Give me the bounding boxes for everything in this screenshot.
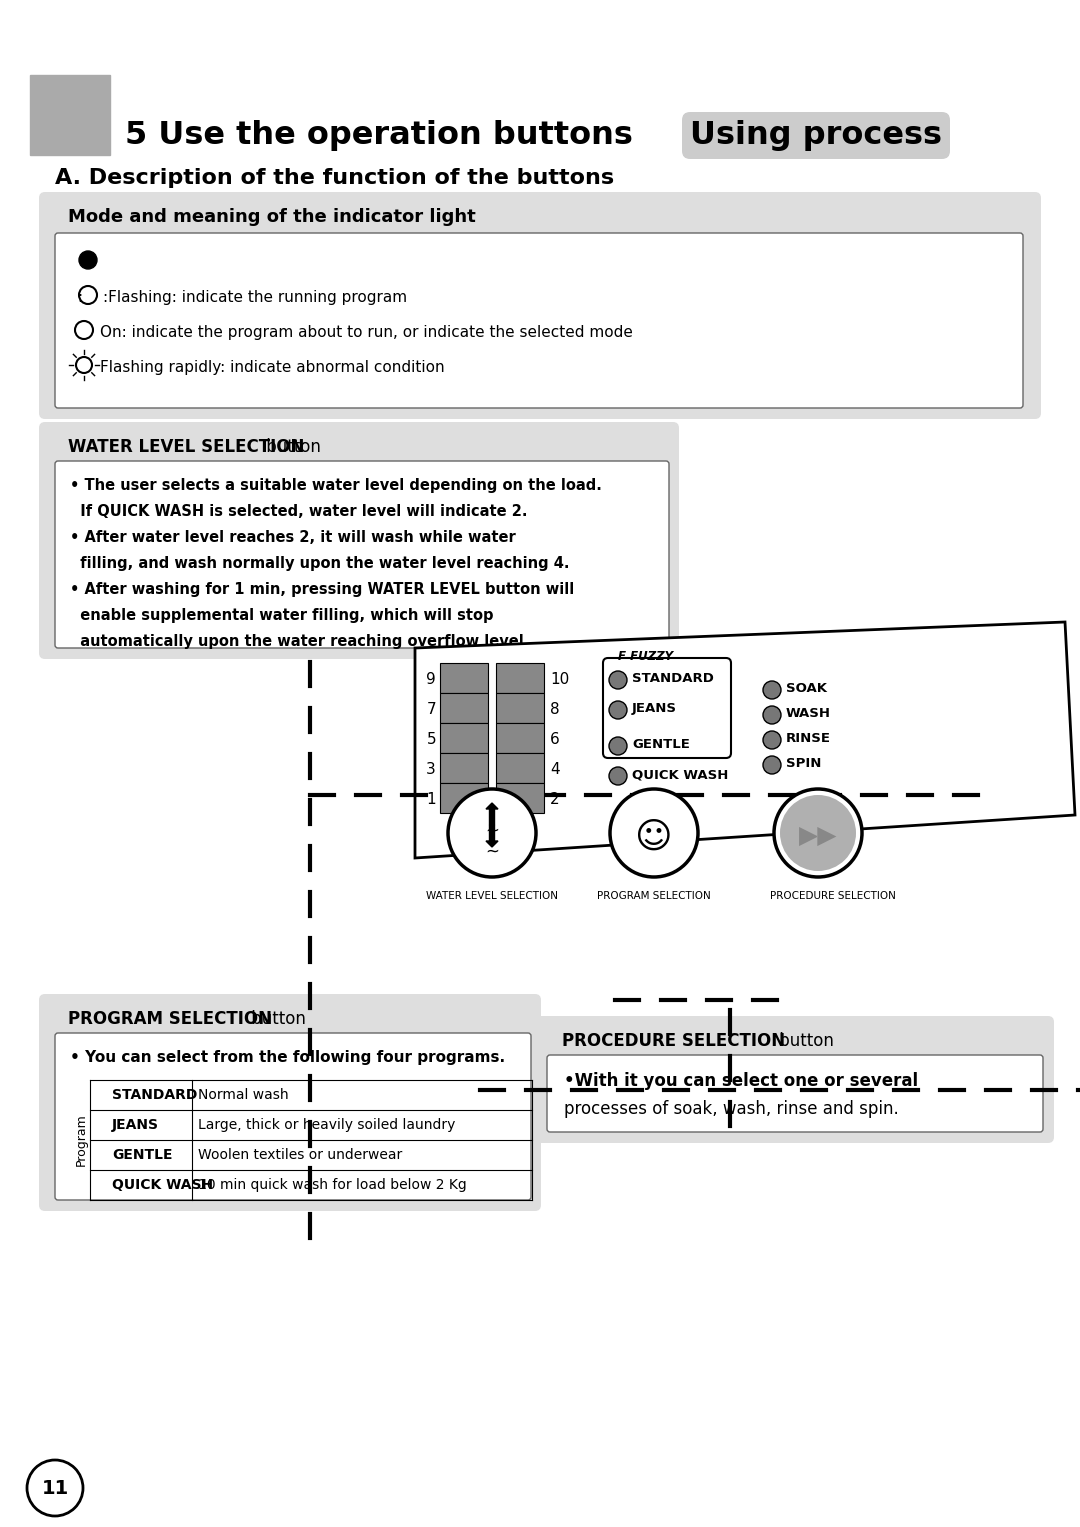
Text: PROGRAM SELECTION: PROGRAM SELECTION xyxy=(68,1009,272,1028)
FancyBboxPatch shape xyxy=(532,1015,1054,1144)
Text: 7: 7 xyxy=(427,702,436,718)
Text: PROCEDURE SELECTION: PROCEDURE SELECTION xyxy=(562,1032,785,1051)
Text: button: button xyxy=(261,438,321,457)
FancyBboxPatch shape xyxy=(39,192,1041,418)
Text: SOAK: SOAK xyxy=(786,683,827,695)
Text: SPIN: SPIN xyxy=(786,757,822,770)
Text: WATER LEVEL SELECTION: WATER LEVEL SELECTION xyxy=(426,890,558,901)
Text: processes of soak, wash, rinse and spin.: processes of soak, wash, rinse and spin. xyxy=(564,1099,899,1118)
Bar xyxy=(496,753,544,783)
Text: JEANS: JEANS xyxy=(112,1118,159,1132)
Circle shape xyxy=(774,789,862,876)
Text: Mode and meaning of the indicator light: Mode and meaning of the indicator light xyxy=(68,208,476,226)
Text: STANDARD: STANDARD xyxy=(112,1089,198,1102)
Circle shape xyxy=(609,670,627,689)
FancyArrow shape xyxy=(486,825,498,847)
Circle shape xyxy=(762,681,781,699)
Text: Normal wash: Normal wash xyxy=(198,1089,288,1102)
Text: automatically upon the water reaching overflow level.: automatically upon the water reaching ov… xyxy=(70,634,529,649)
Text: • The user selects a suitable water level depending on the load.: • The user selects a suitable water leve… xyxy=(70,478,602,493)
Circle shape xyxy=(762,731,781,750)
Text: • After water level reaches 2, it will wash while water: • After water level reaches 2, it will w… xyxy=(70,530,516,545)
Text: 9: 9 xyxy=(427,672,436,687)
Text: 1: 1 xyxy=(427,793,436,808)
Text: 10: 10 xyxy=(550,672,569,687)
Text: PROGRAM SELECTION: PROGRAM SELECTION xyxy=(597,890,711,901)
Text: •With it you can select one or several: •With it you can select one or several xyxy=(564,1072,918,1090)
Text: :: : xyxy=(77,290,82,305)
Text: enable supplemental water filling, which will stop: enable supplemental water filling, which… xyxy=(70,608,494,623)
Circle shape xyxy=(609,701,627,719)
Text: ▶▶: ▶▶ xyxy=(799,825,837,847)
Text: STANDARD: STANDARD xyxy=(632,672,714,686)
Text: QUICK WASH: QUICK WASH xyxy=(632,768,728,780)
Text: PROCEDURE SELECTION: PROCEDURE SELECTION xyxy=(770,890,896,901)
Text: 8: 8 xyxy=(550,702,559,718)
Text: RINSE: RINSE xyxy=(786,731,831,745)
Text: • After washing for 1 min, pressing WATER LEVEL button will: • After washing for 1 min, pressing WATE… xyxy=(70,582,575,597)
FancyBboxPatch shape xyxy=(55,461,669,647)
FancyBboxPatch shape xyxy=(39,421,679,660)
Text: On: indicate the program about to run, or indicate the selected mode: On: indicate the program about to run, o… xyxy=(100,325,633,341)
Text: WATER LEVEL SELECTION: WATER LEVEL SELECTION xyxy=(68,438,305,457)
FancyBboxPatch shape xyxy=(55,234,1023,408)
Bar xyxy=(496,663,544,693)
Text: If QUICK WASH is selected, water level will indicate 2.: If QUICK WASH is selected, water level w… xyxy=(70,504,527,519)
Circle shape xyxy=(448,789,536,876)
Text: 3: 3 xyxy=(427,762,436,777)
Text: GENTLE: GENTLE xyxy=(632,738,690,751)
Text: JEANS: JEANS xyxy=(632,702,677,715)
Text: button: button xyxy=(246,1009,306,1028)
Text: :Flashing: indicate the running program: :Flashing: indicate the running program xyxy=(103,290,407,305)
Bar xyxy=(496,783,544,812)
Circle shape xyxy=(609,767,627,785)
Text: F FUZZY: F FUZZY xyxy=(618,651,673,663)
Polygon shape xyxy=(415,621,1075,858)
FancyBboxPatch shape xyxy=(55,1032,531,1200)
Circle shape xyxy=(79,250,97,269)
Text: 2: 2 xyxy=(550,793,559,808)
Text: QUICK WASH: QUICK WASH xyxy=(112,1177,213,1193)
Text: 5 Use the operation buttons: 5 Use the operation buttons xyxy=(125,121,633,151)
Bar xyxy=(440,693,488,722)
Text: 5: 5 xyxy=(427,733,436,748)
Text: Program: Program xyxy=(75,1113,87,1167)
Bar xyxy=(440,753,488,783)
Circle shape xyxy=(762,756,781,774)
Text: filling, and wash normally upon the water level reaching 4.: filling, and wash normally upon the wate… xyxy=(70,556,569,571)
Bar xyxy=(440,663,488,693)
FancyBboxPatch shape xyxy=(546,1055,1043,1132)
Bar xyxy=(440,722,488,753)
Text: Using process: Using process xyxy=(690,121,942,151)
Bar xyxy=(496,722,544,753)
Text: • You can select from the following four programs.: • You can select from the following four… xyxy=(70,1051,505,1064)
Text: Flashing rapidly: indicate abnormal condition: Flashing rapidly: indicate abnormal cond… xyxy=(100,360,445,376)
Circle shape xyxy=(610,789,698,876)
Circle shape xyxy=(609,738,627,754)
FancyArrow shape xyxy=(486,803,498,825)
Bar xyxy=(496,693,544,722)
Text: Woolen textiles or underwear: Woolen textiles or underwear xyxy=(198,1148,402,1162)
Bar xyxy=(30,75,110,156)
Circle shape xyxy=(762,705,781,724)
Text: ~
~: ~ ~ xyxy=(485,822,499,860)
Text: A. Description of the function of the buttons: A. Description of the function of the bu… xyxy=(55,168,615,188)
Circle shape xyxy=(780,796,856,870)
Text: 6: 6 xyxy=(550,733,559,748)
Text: Large, thick or heavily soiled laundry: Large, thick or heavily soiled laundry xyxy=(198,1118,456,1132)
Text: ☺: ☺ xyxy=(635,822,673,855)
Bar xyxy=(440,783,488,812)
FancyBboxPatch shape xyxy=(603,658,731,757)
FancyBboxPatch shape xyxy=(39,994,541,1211)
Text: 11: 11 xyxy=(41,1478,69,1498)
Text: button: button xyxy=(774,1032,834,1051)
Text: WASH: WASH xyxy=(786,707,831,721)
Text: 10 min quick wash for load below 2 Kg: 10 min quick wash for load below 2 Kg xyxy=(198,1177,467,1193)
Circle shape xyxy=(27,1460,83,1516)
Text: 4: 4 xyxy=(550,762,559,777)
Text: GENTLE: GENTLE xyxy=(112,1148,173,1162)
